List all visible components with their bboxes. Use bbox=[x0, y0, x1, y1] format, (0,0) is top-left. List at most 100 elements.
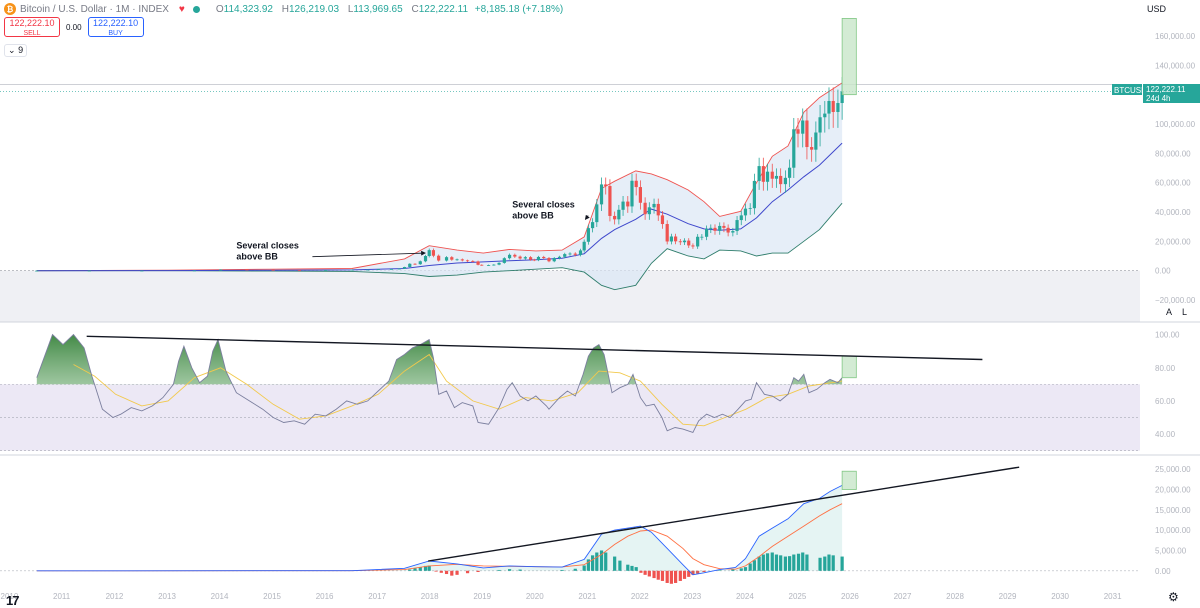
macd-histogram-bar bbox=[418, 567, 422, 571]
gear-icon[interactable]: ⚙ bbox=[1168, 590, 1179, 604]
candle-body bbox=[455, 259, 459, 261]
macd-histogram-bar bbox=[682, 570, 687, 579]
rsi-target-box bbox=[841, 355, 857, 379]
candle-body bbox=[573, 253, 577, 255]
candle-body bbox=[621, 201, 625, 210]
price-target-box bbox=[841, 17, 857, 96]
auto-scale-button[interactable]: A bbox=[1166, 307, 1173, 317]
macd-histogram-bar bbox=[599, 550, 604, 571]
buy-button[interactable]: 122,222.10 BUY bbox=[87, 17, 144, 37]
macd-histogram-bar bbox=[626, 564, 630, 571]
annotation-text-1: Several closes bbox=[236, 241, 299, 251]
candle-body bbox=[408, 263, 412, 267]
macd-histogram-bar bbox=[757, 556, 761, 571]
tradingview-logo[interactable]: 17 bbox=[6, 593, 20, 608]
candle-body bbox=[271, 269, 275, 271]
candle-body bbox=[739, 215, 743, 221]
time-axis-tick: 2026 bbox=[841, 592, 859, 601]
time-axis-tick: 2019 bbox=[473, 592, 491, 601]
macd-axis-tick: 15,000.00 bbox=[1155, 506, 1191, 515]
candle-body bbox=[140, 270, 144, 272]
candle-body bbox=[507, 254, 512, 259]
macd-histogram-bar bbox=[408, 569, 412, 571]
candle-body bbox=[617, 209, 621, 220]
candle-body bbox=[35, 270, 39, 272]
candle-body bbox=[568, 253, 572, 255]
price-tag-price: 122,222.11 bbox=[1146, 85, 1186, 94]
time-axis-tick: 2027 bbox=[894, 592, 912, 601]
candle-body bbox=[643, 202, 647, 215]
symbol-title[interactable]: Bitcoin / U.S. Dollar · 1M · INDEX bbox=[20, 3, 169, 15]
candle-body bbox=[418, 261, 422, 265]
candle-body bbox=[774, 175, 779, 179]
basis-line bbox=[36, 142, 843, 272]
change-value: +8,185.18 (+7.18%) bbox=[474, 3, 564, 15]
candle-body bbox=[245, 269, 249, 271]
heart-icon[interactable]: ♥ bbox=[178, 3, 185, 15]
macd-histogram-bar bbox=[779, 555, 783, 571]
sell-button[interactable]: 122,222.10 SELL bbox=[4, 17, 60, 37]
indicators-toggle[interactable]: ⌄ 9 bbox=[4, 44, 28, 57]
annotation-arrow-1 bbox=[312, 250, 426, 258]
rsi-trendline[interactable] bbox=[86, 335, 983, 361]
time-axis-tick: 2013 bbox=[158, 592, 176, 601]
macd-histogram-bar bbox=[718, 570, 722, 571]
candle-body bbox=[536, 256, 541, 261]
candle-body bbox=[726, 227, 730, 233]
candle-body bbox=[613, 215, 617, 220]
macd-histogram-bar bbox=[660, 570, 665, 581]
candle-body bbox=[765, 171, 770, 182]
rsi-axis-tick: 40.00 bbox=[1155, 430, 1176, 439]
macd-histogram-bar bbox=[827, 554, 831, 571]
candle-body bbox=[704, 228, 709, 237]
macd-axis-tick: 5,000.00 bbox=[1155, 546, 1187, 555]
candle-body bbox=[427, 250, 431, 256]
candle-body bbox=[350, 269, 354, 271]
price-axis-tick: 100,000.00 bbox=[1155, 120, 1196, 129]
time-axis[interactable]: 2010 2011 2012 2013 2014 2015 2016 2017 2018 2019… bbox=[1, 592, 1123, 601]
rsi-pane[interactable]: 100.00 80.00 60.00 40.00 bbox=[0, 328, 1200, 456]
candle-body bbox=[818, 117, 822, 133]
macd-histogram-bar bbox=[731, 569, 735, 571]
candle-body bbox=[696, 236, 700, 247]
log-scale-button[interactable]: L bbox=[1182, 307, 1188, 317]
candle-body bbox=[735, 220, 739, 232]
time-axis-tick: 2015 bbox=[263, 592, 281, 601]
macd-histogram-bar bbox=[739, 568, 743, 571]
macd-histogram-bar bbox=[761, 554, 765, 571]
macd-histogram-bar bbox=[590, 555, 595, 571]
candle-body bbox=[673, 236, 678, 242]
candle-body bbox=[547, 258, 551, 262]
price-axis-tick: 60,000.00 bbox=[1155, 179, 1191, 188]
macd-histogram-bar bbox=[476, 570, 480, 572]
time-axis-tick: 2030 bbox=[1051, 592, 1069, 601]
trade-buttons: 122,222.10 SELL 0.00 122,222.10 BUY bbox=[4, 17, 144, 37]
price-below-zero-bg bbox=[0, 270, 1140, 322]
close-value: 122,222.11 bbox=[418, 3, 469, 15]
macd-histogram-bar bbox=[787, 556, 792, 571]
ohlc-values: O114,323.92 H126,219.03 L113,969.65 C122… bbox=[215, 3, 564, 15]
currency-label[interactable]: USD bbox=[1146, 4, 1166, 14]
candle-body bbox=[660, 215, 665, 225]
candle-body bbox=[297, 270, 302, 272]
annotation-text-2: above BB bbox=[512, 211, 554, 221]
candle-body bbox=[810, 147, 814, 150]
macd-histogram-bar bbox=[752, 560, 756, 571]
lower-band-line bbox=[36, 202, 843, 291]
macd-line bbox=[36, 484, 843, 576]
candle-body bbox=[626, 201, 630, 207]
candle-body bbox=[599, 184, 604, 205]
candle-body bbox=[595, 204, 599, 223]
price-axis-tick: 80,000.00 bbox=[1155, 149, 1191, 158]
macd-trendline[interactable] bbox=[428, 466, 1020, 562]
macd-pane[interactable]: 25,000.00 20,000.00 15,000.00 10,000.00 5,00… bbox=[0, 465, 1191, 584]
candle-body bbox=[748, 208, 752, 209]
macd-histogram-bar bbox=[801, 552, 805, 571]
candle-body bbox=[743, 208, 748, 216]
candle-body bbox=[586, 228, 590, 242]
macd-histogram-bar bbox=[770, 552, 774, 571]
macd-target-box bbox=[841, 470, 857, 490]
time-axis-tick: 2011 bbox=[53, 592, 71, 601]
